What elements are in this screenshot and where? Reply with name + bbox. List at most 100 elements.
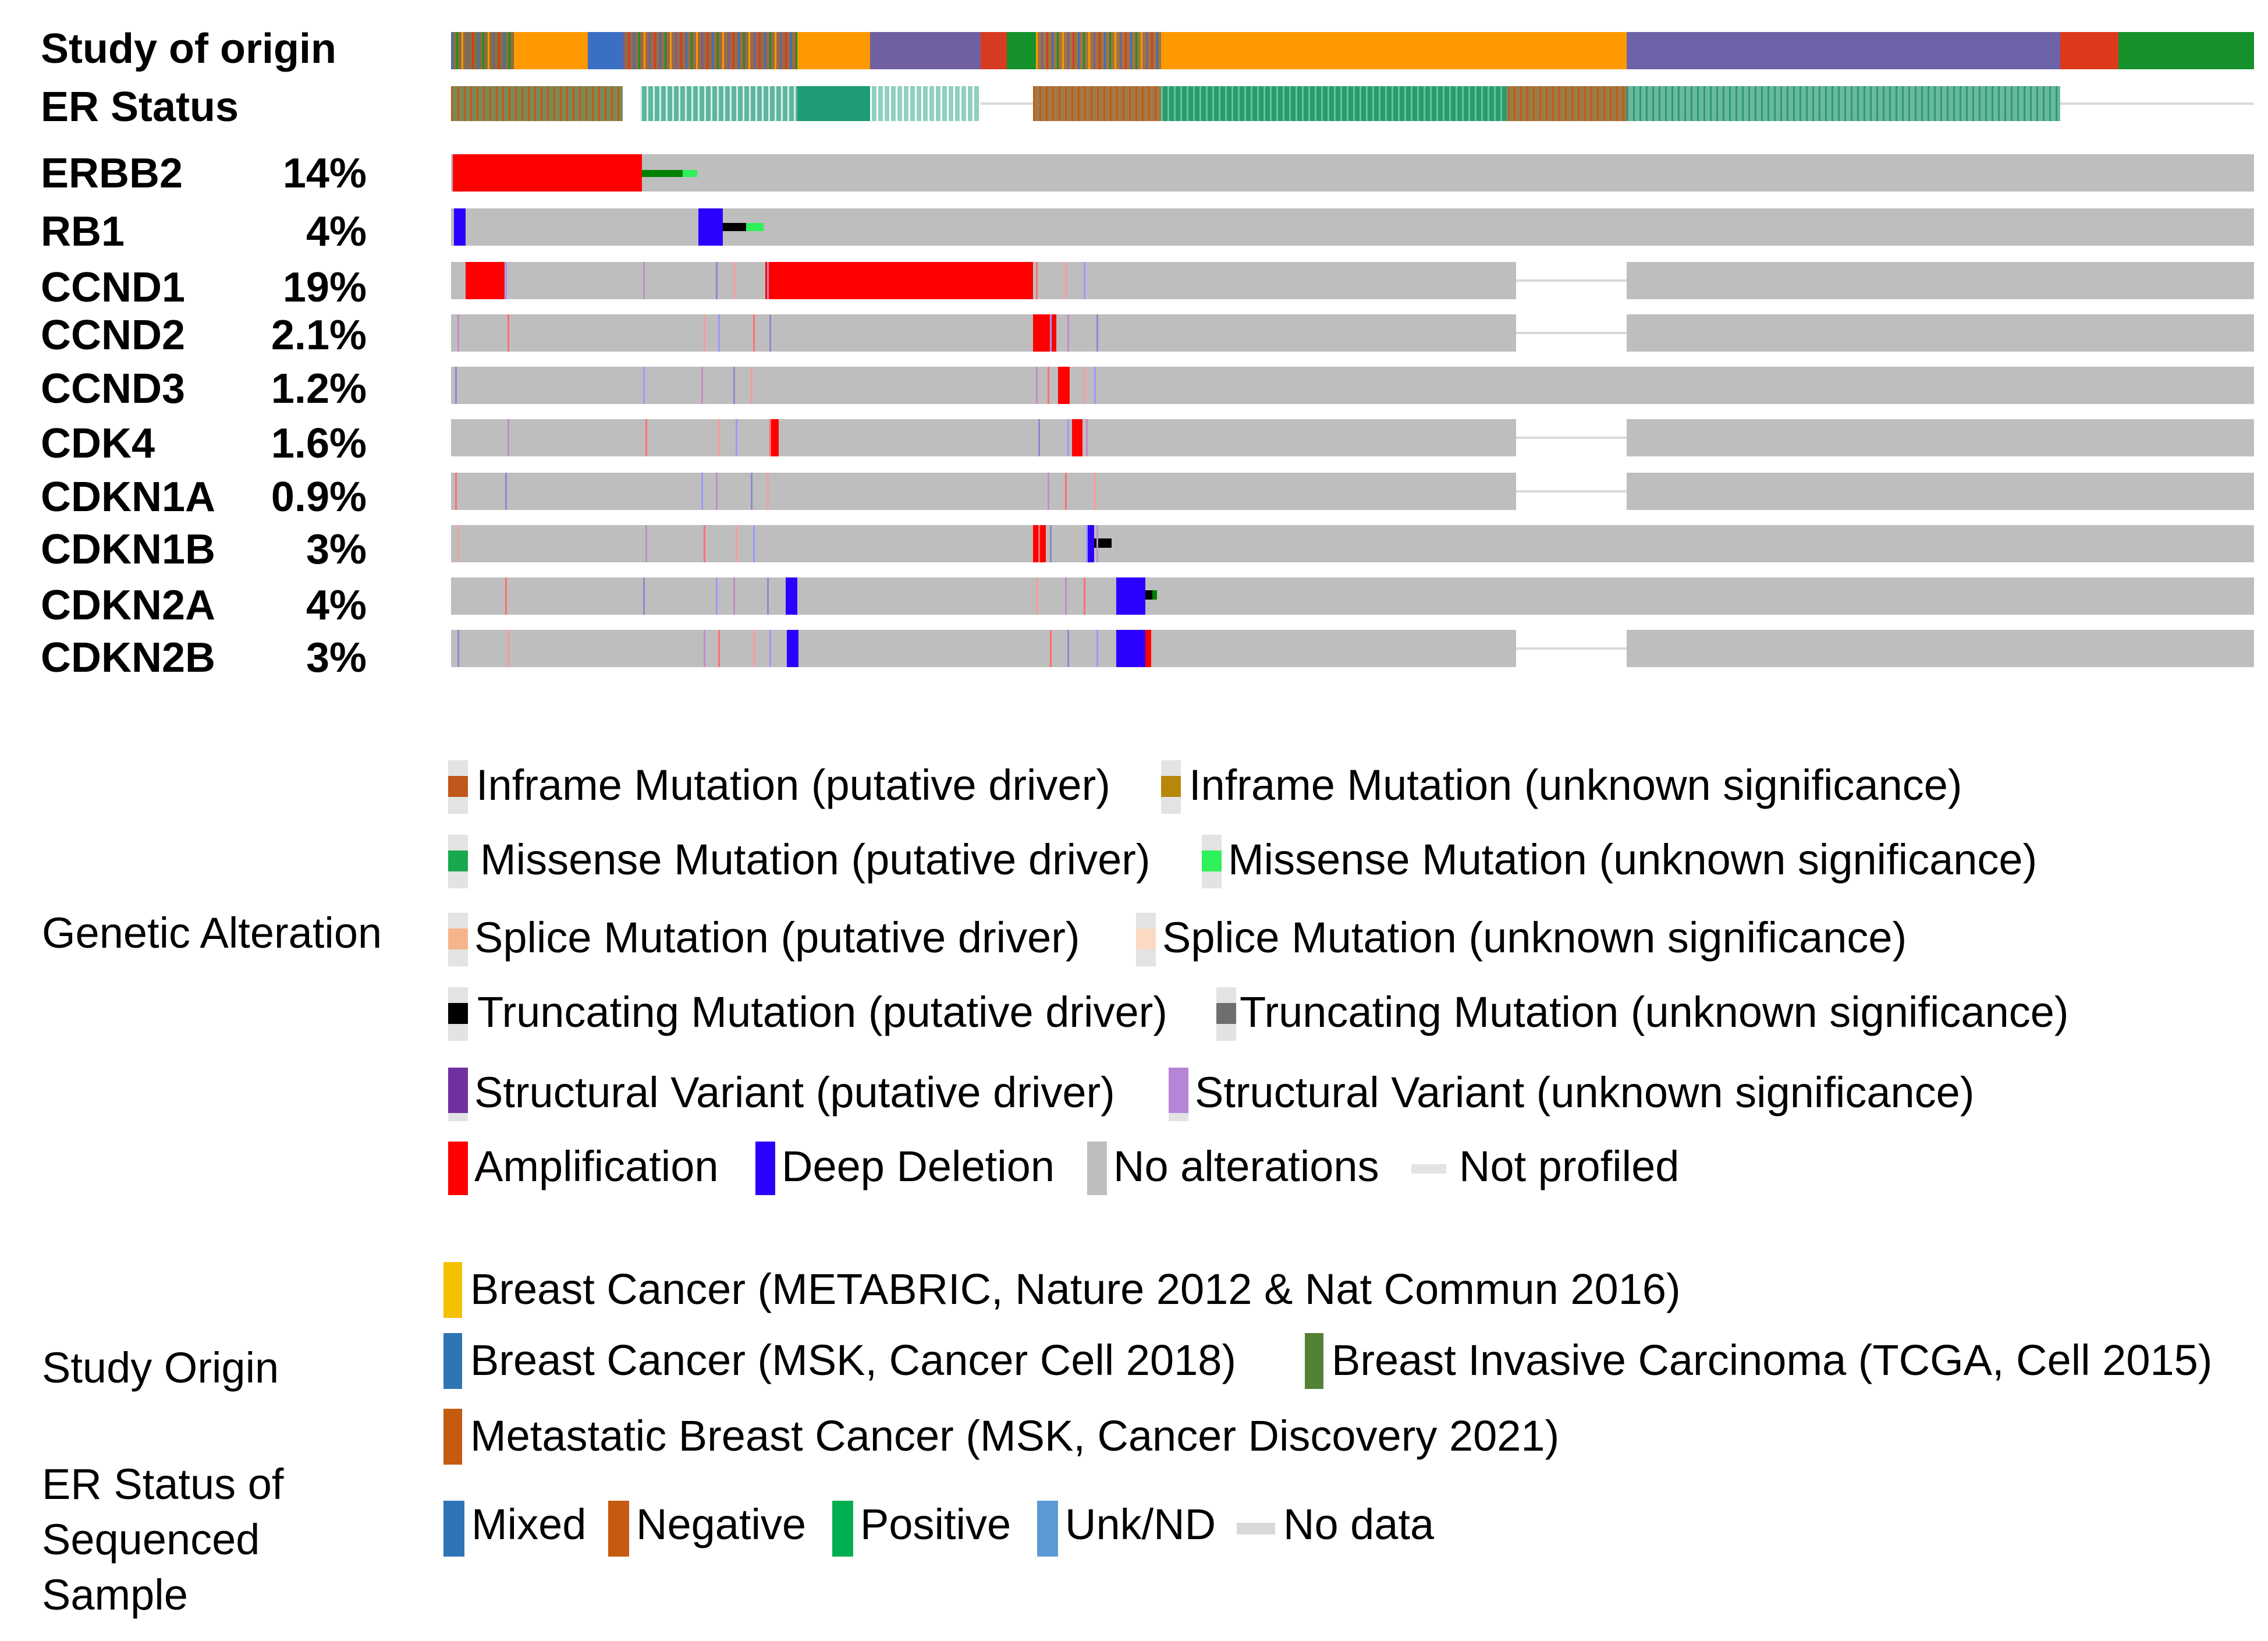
er-stripe xyxy=(1424,86,1425,121)
thin-alteration-mark xyxy=(1096,314,1098,352)
thin-alteration-mark xyxy=(1036,577,1038,615)
legend-swatch-study-msk-metastatic xyxy=(443,1409,462,1465)
legend-label-er-no-data: No data xyxy=(1283,1500,1435,1548)
study-segment-red-2 xyxy=(2060,32,2118,69)
er-stripe xyxy=(1123,86,1124,121)
study-segment-metabric-2 xyxy=(797,32,870,69)
study-stripe xyxy=(759,32,761,69)
study-stripe xyxy=(654,32,656,69)
gene-label-cdkn2b: CDKN2B xyxy=(41,635,216,681)
er-stripe xyxy=(953,86,955,121)
er-stripe xyxy=(1161,86,1163,121)
er-stripe xyxy=(1953,86,1955,121)
thin-alteration-mark xyxy=(1084,577,1085,615)
er-segment-8 xyxy=(1627,86,2060,121)
er-stripe xyxy=(723,86,725,121)
er-stripe xyxy=(1238,86,1240,121)
thin-alteration-mark xyxy=(753,314,755,352)
er-stripe xyxy=(1494,86,1496,121)
er-stripe xyxy=(940,86,942,121)
er-stripe xyxy=(1678,86,1680,121)
er-stripe xyxy=(1793,86,1795,121)
er-stripe xyxy=(730,86,732,121)
legend-label-er-unknown: Unk/ND xyxy=(1065,1500,1216,1548)
study-stripe xyxy=(1046,32,1048,69)
gene-pct-cdkn1a: 0.9% xyxy=(271,474,367,520)
er-stripe xyxy=(1819,86,1820,121)
er-segment-1 xyxy=(451,86,623,121)
study-stripe xyxy=(1094,32,1095,69)
legend-label-sv-driver: Structural Variant (putative driver) xyxy=(474,1068,1115,1117)
er-stripe xyxy=(966,86,968,121)
cdkn2a-deep-deletion-1 xyxy=(786,577,797,615)
er-stripe xyxy=(1392,86,1393,121)
legend-swatch-sv-vus xyxy=(1169,1068,1188,1113)
er-stripe xyxy=(1729,86,1731,121)
er-stripe xyxy=(1616,86,1618,121)
er-stripe xyxy=(1116,86,1118,121)
er-stripe xyxy=(1864,86,1865,121)
er-stripe xyxy=(1404,86,1406,121)
legend-label-splice-vus: Splice Mutation (unknown significance) xyxy=(1162,913,1907,962)
er-stripe xyxy=(755,86,757,121)
er-stripe xyxy=(1767,86,1769,121)
study-stripe xyxy=(451,32,453,69)
thin-alteration-mark xyxy=(1065,262,1067,299)
gene-pct-ccnd3: 1.2% xyxy=(271,366,367,412)
not-profiled-cdk4-line xyxy=(1516,437,1627,439)
legend-label-study-metabric: Breast Cancer (METABRIC, Nature 2012 & N… xyxy=(470,1265,1681,1313)
er-stripes xyxy=(451,86,2057,121)
er-stripe xyxy=(1960,86,1961,121)
er-stripe xyxy=(1603,86,1605,121)
legend-swatch-study-msk xyxy=(443,1333,462,1389)
er-stripe xyxy=(1870,86,1872,121)
thin-alteration-mark xyxy=(767,473,769,510)
thin-alteration-mark xyxy=(1050,525,1052,562)
er-stripe xyxy=(1065,86,1067,121)
er-stripe xyxy=(496,86,498,121)
study-stripe xyxy=(775,32,776,69)
er-stripe xyxy=(1321,86,1323,121)
er-stripe xyxy=(1500,86,1502,121)
thin-alteration-mark xyxy=(716,577,718,615)
er-stripe xyxy=(1665,86,1667,121)
er-stripe xyxy=(1671,86,1673,121)
er-stripe xyxy=(1896,86,1897,121)
er-stripe xyxy=(1436,86,1438,121)
er-stripe xyxy=(1591,86,1592,121)
gene-pct-ccnd2: 2.1% xyxy=(271,312,367,359)
study-stripe xyxy=(790,32,792,69)
er-stripe xyxy=(698,86,700,121)
er-stripe xyxy=(1851,86,1852,121)
er-stripe xyxy=(1033,86,1035,121)
er-stripe xyxy=(611,86,613,121)
thin-alteration-mark xyxy=(718,630,720,667)
er-stripe xyxy=(560,86,562,121)
er-stripe xyxy=(1142,86,1144,121)
er-stripe xyxy=(679,86,680,121)
rb1-deep-deletion-2 xyxy=(698,208,723,246)
thin-alteration-mark xyxy=(643,577,645,615)
cdkn2a-truncating xyxy=(1145,590,1152,600)
gene-label-rb1: RB1 xyxy=(41,208,125,255)
legend-label-not-profiled: Not profiled xyxy=(1459,1142,1680,1190)
er-stripe xyxy=(1623,86,1624,121)
thin-alteration-mark xyxy=(733,262,735,299)
thin-alteration-mark xyxy=(716,473,718,510)
er-stripe xyxy=(470,86,472,121)
er-stripe xyxy=(1148,86,1150,121)
er-stripe xyxy=(1565,86,1567,121)
er-stripe xyxy=(1755,86,1756,121)
legend-swatch-er-mixed xyxy=(443,1501,464,1557)
er-stripe xyxy=(794,86,796,121)
er-stripe xyxy=(640,86,642,121)
study-stripe xyxy=(1099,32,1101,69)
er-stripe xyxy=(666,86,668,121)
thin-alteration-mark xyxy=(643,262,645,299)
study-stripe xyxy=(780,32,782,69)
er-stripe xyxy=(1078,86,1080,121)
er-stripe xyxy=(1507,86,1509,121)
oncoprint: Study of origin ER Status ERBB2 14% RB1 … xyxy=(0,0,2268,699)
er-stripe xyxy=(1627,86,1628,121)
study-stripe xyxy=(1073,32,1074,69)
